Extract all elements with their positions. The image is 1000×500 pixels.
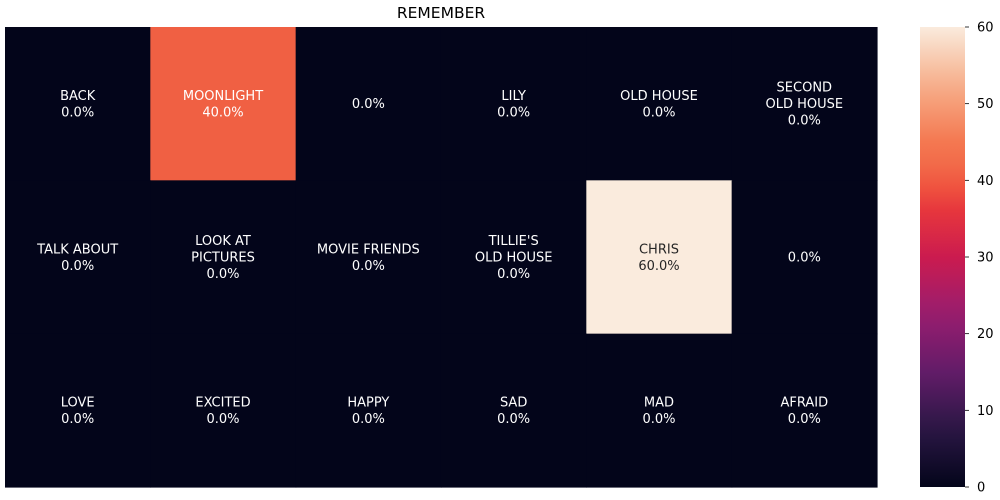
cell-label: SAD [500, 396, 527, 411]
cell-label: LOVE [61, 396, 95, 411]
cell-label: MOVIE FRIENDS [317, 242, 420, 257]
cell-label: EXCITED [195, 396, 250, 411]
cell-value: 0.0% [352, 259, 385, 274]
cell-value: 0.0% [788, 114, 821, 129]
cell-value: 0.0% [61, 412, 94, 427]
colorbar-tick-label: 10 [977, 404, 994, 419]
cell-value: 0.0% [497, 412, 530, 427]
colorbar-tick-label: 60 [977, 21, 994, 36]
cell-value: 0.0% [352, 97, 385, 112]
heatmap-cell [150, 180, 297, 335]
heatmap-cell [5, 333, 151, 488]
colorbar-tick-label: 50 [977, 97, 994, 112]
cell-value: 0.0% [61, 105, 94, 120]
cell-value: 0.0% [642, 412, 675, 427]
heatmap-cell [5, 180, 151, 335]
heatmap-cell [5, 27, 151, 181]
heatmap-cell [586, 180, 733, 335]
heatmap-cell [731, 333, 878, 488]
heatmap-cell [295, 333, 442, 488]
heatmap-cell [440, 333, 587, 488]
heatmap-cell [586, 333, 733, 488]
cell-value: 0.0% [352, 412, 385, 427]
heatmap-cell [440, 27, 587, 181]
cell-value: 0.0% [206, 267, 239, 282]
cell-value: 0.0% [497, 267, 530, 282]
cell-label: OLD HOUSE [766, 97, 844, 112]
heatmap-cell [150, 27, 297, 181]
cell-value: 0.0% [61, 259, 94, 274]
cell-label: TILLIE'S [488, 234, 539, 249]
cell-label: OLD HOUSE [620, 89, 698, 104]
heatmap-cell [295, 180, 442, 335]
cell-value: 40.0% [202, 105, 243, 120]
cell-label: CHRIS [639, 242, 679, 257]
heatmap-cell [731, 180, 878, 335]
cell-value: 0.0% [788, 251, 821, 266]
heatmap-cell [440, 180, 587, 335]
cell-label: PICTURES [191, 251, 255, 266]
colorbar-tick-label: 30 [977, 251, 994, 266]
cell-label: BACK [60, 89, 96, 104]
cell-label: MAD [644, 396, 674, 411]
cell-label: LILY [501, 89, 526, 104]
cell-value: 0.0% [206, 412, 239, 427]
colorbar-gradient [920, 27, 965, 487]
colorbar-tick-label: 40 [977, 174, 994, 189]
cell-label: LOOK AT [195, 234, 251, 249]
cell-value: 60.0% [638, 259, 679, 274]
cell-label: TALK ABOUT [36, 242, 118, 257]
heatmap-cell [731, 27, 878, 181]
colorbar-tick-label: 20 [977, 327, 994, 342]
heatmap-cell [150, 333, 297, 488]
colorbar-tick-label: 0 [977, 481, 985, 496]
cell-value: 0.0% [642, 105, 675, 120]
cell-label: AFRAID [781, 396, 829, 411]
heatmap-cell [295, 27, 442, 181]
chart-title: REMEMBER [397, 4, 486, 22]
cell-value: 0.0% [497, 105, 530, 120]
cell-label: OLD HOUSE [475, 251, 553, 266]
heatmap-cell [586, 27, 733, 181]
cell-label: MOONLIGHT [183, 89, 263, 104]
cell-label: SECOND [777, 81, 833, 96]
cell-label: HAPPY [347, 396, 389, 411]
cell-value: 0.0% [788, 412, 821, 427]
colorbar: 0 10 20 30 40 50 60 [920, 21, 994, 496]
